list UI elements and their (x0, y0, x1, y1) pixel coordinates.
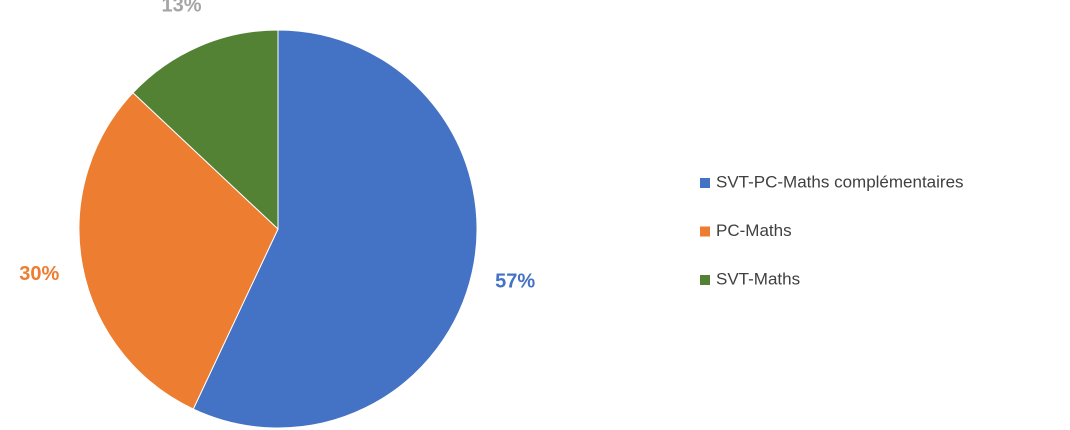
legend-label: PC-Maths (716, 221, 792, 240)
legend-swatch (700, 226, 710, 237)
pie-slice (78, 92, 279, 410)
value-label: 30% (19, 263, 59, 285)
pie-slice (192, 29, 478, 429)
legend-label: SVT-PC-Maths complémentaires (716, 172, 964, 191)
pie-slice (132, 29, 279, 231)
value-label: 13% (161, 0, 201, 16)
legend-label: SVT-Maths (716, 269, 800, 288)
legend-swatch (700, 178, 710, 188)
value-label: 57% (495, 270, 535, 292)
legend-swatch (700, 275, 710, 285)
